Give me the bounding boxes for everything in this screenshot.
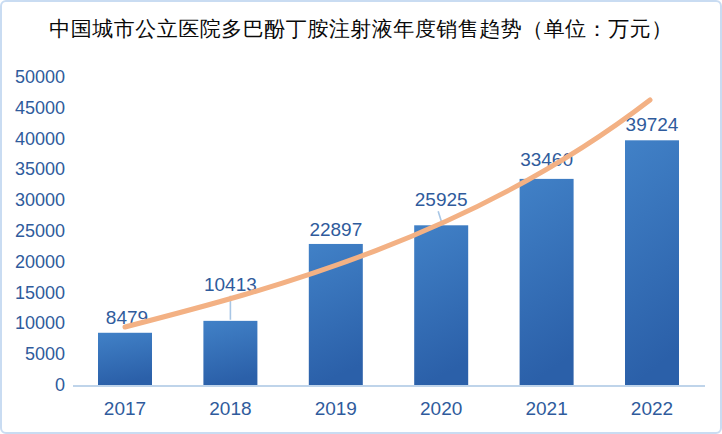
y-tick-label: 0 (55, 375, 65, 395)
bar-2017 (98, 333, 152, 385)
x-tick-label: 2017 (104, 398, 146, 419)
y-tick-label: 25000 (15, 221, 65, 241)
y-tick-label: 5000 (25, 344, 65, 364)
y-tick-label: 40000 (15, 129, 65, 149)
y-tick-label: 20000 (15, 252, 65, 272)
x-tick-label: 2018 (209, 398, 251, 419)
bar-2020 (414, 225, 468, 385)
y-tick-label: 50000 (15, 67, 65, 87)
y-tick-label: 10000 (15, 313, 65, 333)
plot-area: 0 5000 10000 15000 20000 25000 30000 35000 40000… (2, 2, 720, 432)
bar-value-label: 22897 (309, 219, 362, 240)
x-tick-label: 2019 (315, 398, 357, 419)
y-tick-label: 15000 (15, 283, 65, 303)
x-tick-label: 2021 (525, 398, 567, 419)
chart-frame: 中国城市公立医院多巴酚丁胺注射液年度销售趋势（单位：万元） 0500010000… (0, 0, 722, 434)
y-tick-label: 35000 (15, 159, 65, 179)
bar-2018 (203, 321, 257, 385)
bar-value-label: 25925 (415, 189, 468, 210)
y-tick-label: 45000 (15, 98, 65, 118)
bar-2021 (520, 179, 574, 385)
bar-value-label: 39724 (626, 114, 679, 135)
x-tick-label: 2022 (631, 398, 673, 419)
bar-2022 (625, 140, 679, 385)
y-tick-label: 30000 (15, 190, 65, 210)
x-tick-label: 2020 (420, 398, 462, 419)
